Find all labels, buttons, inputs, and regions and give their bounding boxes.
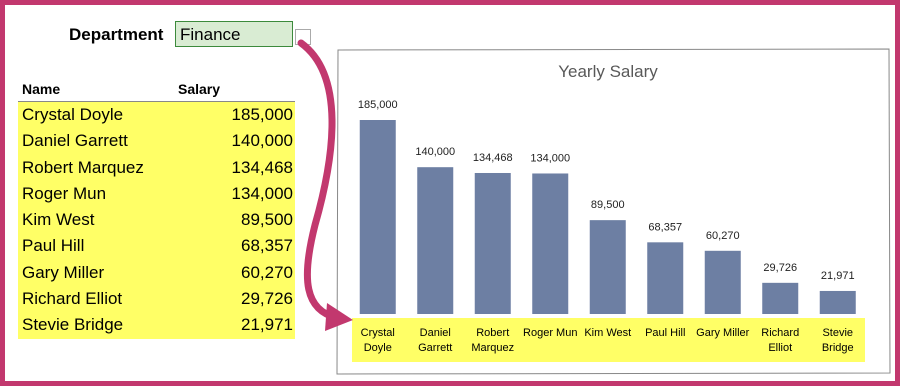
x-tick-label: Paul Hill bbox=[645, 327, 686, 339]
x-tick-label: Roger Mun bbox=[523, 327, 578, 339]
table-cell: 134,468 bbox=[231, 157, 293, 177]
data-label: 89,500 bbox=[591, 199, 625, 211]
table-cell: 60,270 bbox=[241, 262, 293, 282]
bar bbox=[589, 220, 626, 314]
data-label: 68,357 bbox=[648, 221, 682, 233]
bar bbox=[532, 173, 569, 314]
table-cell: 140,000 bbox=[231, 131, 293, 151]
table-cell: 89,500 bbox=[241, 210, 293, 230]
table-cell: Robert Marquez bbox=[22, 157, 144, 177]
x-tick-label: Gary Miller bbox=[696, 327, 750, 339]
x-tick-label: Stevie Bridge bbox=[821, 327, 854, 354]
table-cell: Roger Mun bbox=[22, 183, 107, 203]
bar bbox=[417, 167, 454, 314]
chart-border bbox=[336, 48, 891, 375]
chart-title: Yearly Salary bbox=[558, 62, 658, 81]
table-cell: Paul Hill bbox=[22, 236, 85, 256]
data-label: 134,000 bbox=[530, 152, 570, 164]
x-tick-label: Richard Elliot bbox=[761, 327, 800, 354]
table-cell: Crystal Doyle bbox=[22, 105, 124, 124]
table-cell: Kim West bbox=[22, 210, 95, 230]
table-row: Crystal Doyle 185,000 bbox=[18, 102, 295, 129]
table-header: Name Salary bbox=[18, 77, 295, 102]
table-row: Stevie Bridge 21,971 bbox=[18, 312, 295, 339]
table-row: Gary Miller 60,270 bbox=[18, 259, 295, 287]
bar bbox=[647, 242, 684, 314]
table-cell: 185,000 bbox=[231, 105, 293, 124]
table-cell: Stevie Bridge bbox=[22, 315, 124, 335]
x-tick-label: Kim West bbox=[584, 327, 632, 339]
data-label: 140,000 bbox=[415, 146, 455, 158]
arrow bbox=[297, 39, 341, 322]
x-tick-label: Crystal Doyle bbox=[360, 327, 395, 354]
department-label: Department bbox=[69, 25, 164, 44]
table-cell: Gary Miller bbox=[22, 262, 105, 282]
bar bbox=[762, 282, 799, 314]
x-tick-label: Daniel Garrett bbox=[418, 327, 453, 354]
table-cell: 21,971 bbox=[241, 315, 293, 335]
x-tick-label: Robert Marquez bbox=[471, 327, 515, 354]
bar bbox=[819, 290, 856, 314]
table-row: Robert Marquez 134,468 bbox=[18, 154, 295, 181]
category-highlight bbox=[352, 318, 865, 362]
bar bbox=[474, 172, 511, 314]
salary-table: Name Salary Crystal Doyle 185,000 Daniel Gar… bbox=[18, 77, 295, 339]
data-label: 60,270 bbox=[706, 230, 740, 242]
bar bbox=[359, 120, 396, 314]
table-row: Paul Hill 68,357 bbox=[18, 233, 295, 260]
bar bbox=[704, 250, 741, 314]
data-label: 21,971 bbox=[821, 270, 855, 282]
table-row: Kim West 89,500 bbox=[18, 207, 295, 234]
table-row: Daniel Garrett 140,000 bbox=[18, 128, 295, 155]
table-cell: 68,357 bbox=[241, 236, 293, 256]
table-cell: Daniel Garrett bbox=[22, 131, 128, 151]
table-row: Richard Elliot 29,726 bbox=[18, 286, 295, 313]
table-cell: 134,000 bbox=[231, 183, 293, 203]
data-label: 134,468 bbox=[473, 152, 513, 164]
chart: Yearly Salary 185,000 140,000 134,468 134,0… bbox=[297, 39, 891, 375]
table-row: Roger Mun 134,000 bbox=[18, 180, 295, 208]
data-label: 185,000 bbox=[358, 99, 398, 111]
data-label: 29,726 bbox=[763, 262, 797, 274]
arrow-head bbox=[325, 303, 353, 331]
header-cell: Name bbox=[22, 81, 61, 97]
table-cell: Richard Elliot bbox=[22, 289, 123, 309]
header-cell: Salary bbox=[178, 81, 221, 97]
department-input[interactable]: Finance bbox=[175, 21, 293, 47]
table-cell: 29,726 bbox=[241, 289, 293, 309]
